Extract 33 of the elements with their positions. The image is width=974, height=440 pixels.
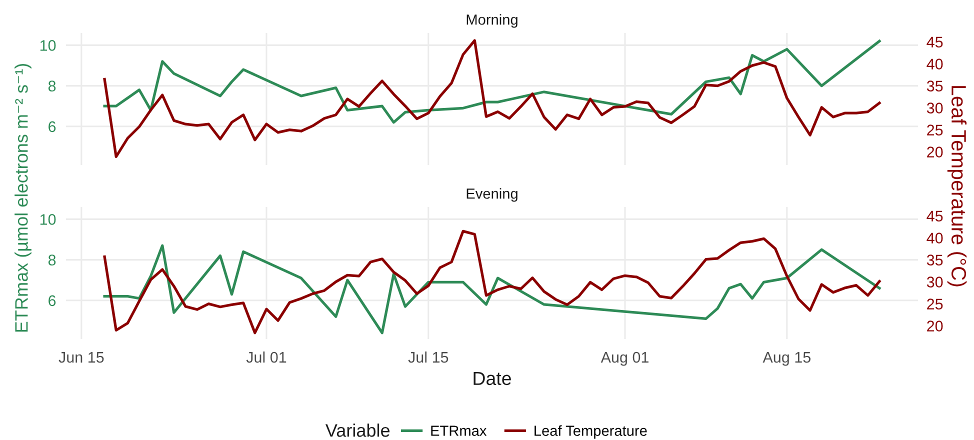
y2-axis-title: Leaf Temperature (°C) <box>947 86 967 286</box>
chart-title: Evening <box>466 188 518 202</box>
y2-tick-label: 40 <box>926 232 943 244</box>
y-tick-label: 6 <box>48 295 56 306</box>
legend-label: Leaf Temperature <box>534 425 647 439</box>
y2-tick-label: 40 <box>926 58 943 70</box>
y2-tick-label: 20 <box>927 320 943 332</box>
legend-title: Variable <box>325 424 390 437</box>
y2-tick-label: 45 <box>926 210 943 222</box>
x-tick-label: Jul 01 <box>246 352 286 363</box>
y2-tick-label: 45 <box>926 36 943 48</box>
y-tick-label: 10 <box>40 214 56 225</box>
y-axis-title: ETRmax (µmol electrons m⁻² s⁻¹) <box>14 64 32 332</box>
legend-label: ETRmax <box>431 426 487 436</box>
x-tick-label: Aug 15 <box>762 352 810 366</box>
x-tick-label: Jun 15 <box>58 352 104 363</box>
y2-tick-label: 20 <box>927 146 943 158</box>
y2-tick-label: 25 <box>927 124 943 136</box>
y2-tick-label: 35 <box>926 80 943 92</box>
y2-tick-label: 35 <box>926 254 943 266</box>
chart-title: Morning <box>466 14 518 28</box>
x-tick-label: Aug 01 <box>600 352 648 366</box>
y2-tick-label: 30 <box>926 102 943 114</box>
line-series <box>103 39 881 158</box>
x-tick-label: Jul 15 <box>408 352 448 363</box>
y-tick-label: 6 <box>48 121 56 132</box>
y-tick-label: 8 <box>48 254 56 266</box>
y-tick-label: 10 <box>40 40 56 51</box>
y2-tick-label: 25 <box>927 298 943 310</box>
x-axis-title: Date <box>474 372 511 386</box>
y-tick-label: 8 <box>48 80 56 92</box>
line-series <box>103 40 881 124</box>
y2-tick-label: 30 <box>926 276 943 288</box>
